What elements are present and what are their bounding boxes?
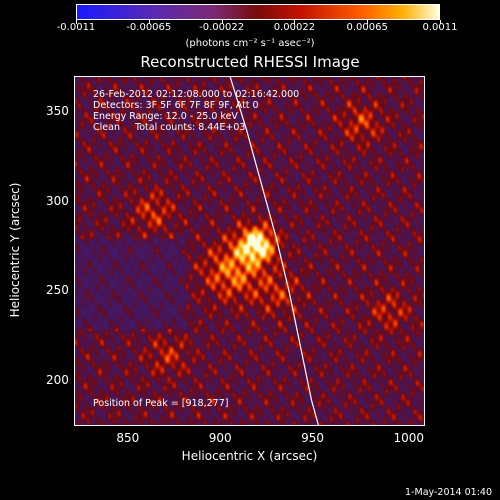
info-detectors: Detectors: 3F 5F 6F 7F 8F 9F, Att 0	[93, 100, 259, 111]
solar-limb-curve	[229, 77, 319, 425]
x-tick-label: 900	[208, 431, 232, 445]
colorbar-tick-label: -0.0011	[56, 22, 96, 33]
colorbar-tick-label: -0.00022	[199, 22, 245, 33]
x-axis-label: Heliocentric X (arcsec)	[181, 449, 318, 463]
info-energy-range: Energy Range: 12.0 - 25.0 keV	[93, 111, 238, 122]
colorbar-tickmark	[367, 20, 369, 24]
colorbar-tickmark	[76, 20, 77, 24]
y-tick-label: 350	[46, 103, 69, 118]
info-peak-position: Position of Peak = [918,277]	[93, 398, 229, 409]
colorbar-tick-label: 0.0011	[422, 22, 458, 33]
chart-title: Reconstructed RHESSI Image	[140, 53, 360, 71]
heatmap-image	[75, 77, 424, 425]
colorbar-tick-label: 0.00065	[346, 22, 388, 33]
y-tick-label: 200	[46, 373, 69, 388]
colorbar-tickmark	[440, 20, 441, 24]
colorbar-tickmark	[148, 20, 150, 24]
colorbar-tickmark	[221, 20, 223, 24]
y-tick-label: 250	[46, 283, 69, 298]
x-tick-label: 1000	[393, 431, 425, 445]
colorbar-tickmark	[294, 20, 296, 24]
info-clean-counts: Clean Total counts: 8.44E+03	[93, 122, 246, 133]
colorbar-tick-label: -0.00065	[126, 22, 172, 33]
limb-line	[229, 77, 319, 425]
y-axis-label: Heliocentric Y (arcsec)	[8, 182, 22, 318]
x-tick-label: 850	[116, 431, 140, 445]
x-tick-label: 950	[301, 431, 325, 445]
y-tick-label: 300	[46, 193, 69, 208]
colorbar	[76, 4, 440, 20]
colorbar-unit-label: (photons cm⁻² s⁻¹ asec⁻²)	[185, 38, 315, 49]
plot-area: 26-Feb-2012 02:12:08.000 to 02:16:42.000…	[74, 76, 425, 426]
footer-date: 1-May-2014 01:40	[405, 487, 492, 498]
info-time-range: 26-Feb-2012 02:12:08.000 to 02:16:42.000	[93, 89, 300, 100]
colorbar-tick-label: 0.00022	[273, 22, 316, 33]
